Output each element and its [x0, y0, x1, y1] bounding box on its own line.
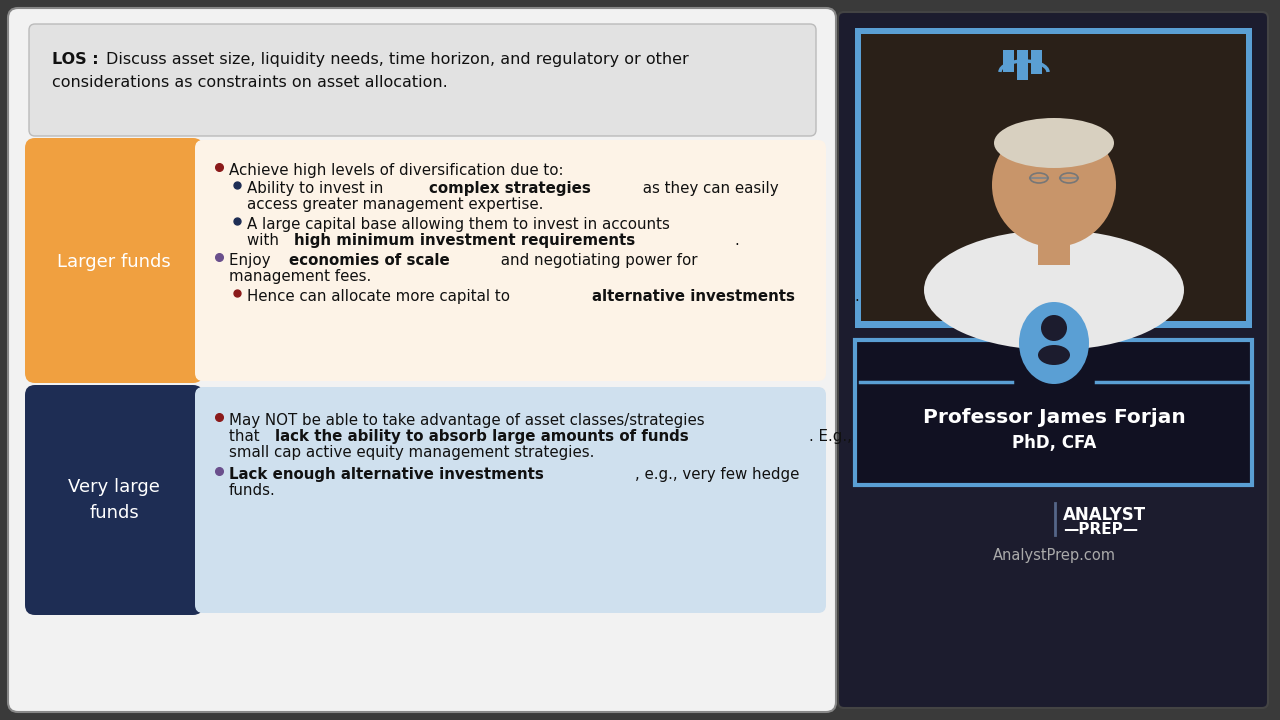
FancyBboxPatch shape	[26, 385, 204, 615]
Text: .: .	[855, 289, 859, 304]
Text: —PREP—: —PREP—	[1062, 522, 1138, 537]
FancyBboxPatch shape	[855, 340, 1252, 485]
Text: Lack enough alternative investments: Lack enough alternative investments	[229, 467, 544, 482]
Text: management fees.: management fees.	[229, 269, 371, 284]
Text: complex strategies: complex strategies	[429, 181, 591, 196]
Text: alternative investments: alternative investments	[593, 289, 795, 304]
Text: Achieve high levels of diversification due to:: Achieve high levels of diversification d…	[229, 163, 563, 178]
Text: small cap active equity management strategies.: small cap active equity management strat…	[229, 445, 594, 460]
Text: Ability to invest in: Ability to invest in	[247, 181, 388, 196]
FancyBboxPatch shape	[838, 12, 1268, 708]
Text: Discuss asset size, liquidity needs, time horizon, and regulatory or other: Discuss asset size, liquidity needs, tim…	[106, 52, 689, 67]
Text: .: .	[735, 233, 740, 248]
Bar	[861, 34, 1245, 321]
FancyBboxPatch shape	[861, 34, 1245, 321]
Circle shape	[992, 123, 1116, 247]
Text: Very large
funds: Very large funds	[68, 479, 160, 521]
Text: with: with	[247, 233, 284, 248]
Text: May NOT be able to take advantage of asset classes/strategies: May NOT be able to take advantage of ass…	[229, 413, 704, 428]
Circle shape	[1041, 315, 1068, 341]
Ellipse shape	[1038, 345, 1070, 365]
FancyBboxPatch shape	[29, 24, 817, 136]
FancyBboxPatch shape	[26, 138, 204, 383]
Text: ANALYST: ANALYST	[1062, 506, 1146, 524]
Text: lack the ability to absorb large amounts of funds: lack the ability to absorb large amounts…	[275, 429, 689, 444]
Bar	[1004, 50, 1014, 72]
Text: access greater management expertise.: access greater management expertise.	[247, 197, 544, 212]
Text: . E.g.,: . E.g.,	[809, 429, 851, 444]
Ellipse shape	[924, 230, 1184, 350]
Ellipse shape	[995, 118, 1114, 168]
Text: A large capital base allowing them to invest in accounts: A large capital base allowing them to in…	[247, 217, 669, 232]
Bar	[1030, 50, 1042, 74]
Bar	[1038, 210, 1070, 265]
Text: Professor James Forjan: Professor James Forjan	[923, 408, 1185, 427]
Text: PhD, CFA: PhD, CFA	[1011, 434, 1096, 452]
Ellipse shape	[1019, 302, 1089, 384]
Text: considerations as constraints on asset allocation.: considerations as constraints on asset a…	[52, 75, 448, 90]
Text: , e.g., very few hedge: , e.g., very few hedge	[635, 467, 800, 482]
Text: high minimum investment requirements: high minimum investment requirements	[294, 233, 636, 248]
FancyBboxPatch shape	[8, 8, 836, 712]
Text: funds.: funds.	[229, 483, 275, 498]
Text: LOS :: LOS :	[52, 52, 99, 67]
FancyBboxPatch shape	[195, 140, 826, 381]
Text: economies of scale: economies of scale	[289, 253, 449, 268]
Text: as they can easily: as they can easily	[637, 181, 778, 196]
FancyBboxPatch shape	[195, 387, 826, 613]
Text: AnalystPrep.com: AnalystPrep.com	[992, 548, 1115, 563]
FancyBboxPatch shape	[855, 28, 1252, 328]
Text: Hence can allocate more capital to: Hence can allocate more capital to	[247, 289, 515, 304]
Text: Enjoy: Enjoy	[229, 253, 275, 268]
Text: and negotiating power for: and negotiating power for	[497, 253, 698, 268]
Bar	[1018, 50, 1028, 80]
Text: that: that	[229, 429, 265, 444]
Text: Larger funds: Larger funds	[58, 253, 170, 271]
